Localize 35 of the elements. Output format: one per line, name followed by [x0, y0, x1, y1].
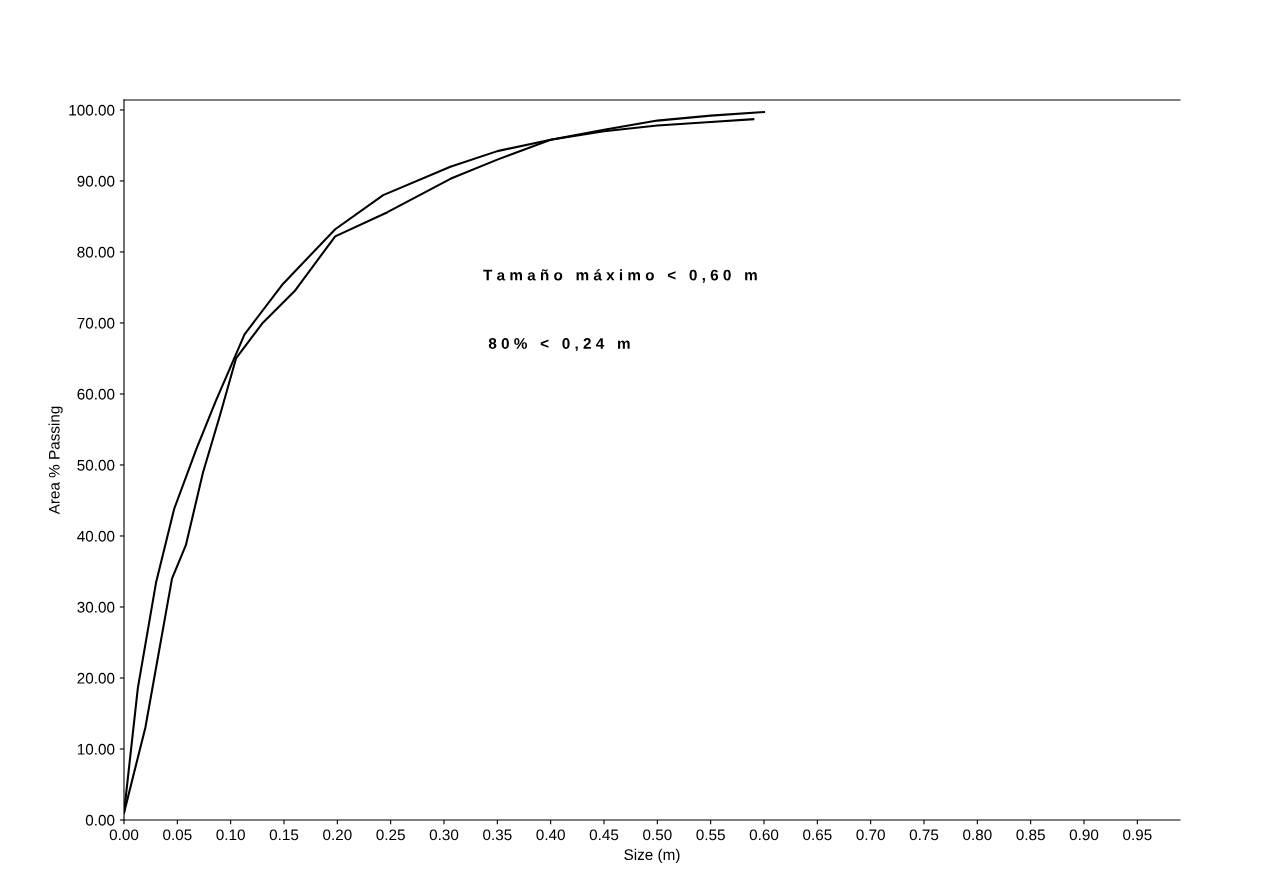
x-tick-label: 0.20 — [323, 829, 352, 841]
x-tick-label: 0.55 — [696, 829, 725, 841]
y-tick-label: 0.00 — [85, 814, 115, 826]
y-tick-label: 30.00 — [77, 601, 115, 613]
x-tick-label: 0.75 — [909, 829, 939, 841]
x-tick-label: 0.15 — [269, 829, 299, 841]
x-tick-label: 0.70 — [856, 829, 885, 841]
y-tick-label: 100.00 — [69, 104, 115, 116]
x-tick-label: 0.90 — [1069, 829, 1099, 841]
y-tick-label: 80.00 — [77, 246, 115, 258]
y-tick-label: 10.00 — [77, 743, 115, 755]
x-tick-label: 0.40 — [536, 829, 565, 841]
x-tick-label: 0.05 — [163, 829, 192, 841]
y-tick-label: 50.00 — [77, 459, 115, 471]
annotation: T a m a ñ o m á x i m o < 0 , 6 0 m — [483, 269, 757, 283]
y-tick-label: 40.00 — [77, 530, 115, 542]
annotation: 8 0 % < 0 , 2 4 m — [488, 338, 630, 352]
x-tick-label: 0.60 — [749, 829, 779, 841]
x-tick-label: 0.50 — [643, 829, 672, 841]
x-tick-label: 0.45 — [589, 829, 619, 841]
x-tick-label: 0.65 — [803, 829, 832, 841]
y-axis-title: Area % Passing — [48, 406, 63, 515]
x-axis-title: Size (m) — [624, 848, 680, 864]
x-tick-label: 0.10 — [216, 829, 245, 841]
x-tick-label: 0.35 — [483, 829, 512, 841]
x-tick-label: 0.25 — [376, 829, 405, 841]
y-tick-label: 90.00 — [77, 175, 115, 187]
y-tick-label: 60.00 — [77, 388, 115, 400]
x-tick-label: 0.85 — [1016, 829, 1045, 841]
x-tick-label: 0.30 — [429, 829, 459, 841]
y-tick-label: 70.00 — [77, 317, 115, 329]
x-tick-label: 0.00 — [109, 829, 139, 841]
x-tick-label: 0.95 — [1123, 829, 1152, 841]
y-tick-label: 20.00 — [77, 672, 115, 684]
x-tick-label: 0.80 — [963, 829, 992, 841]
